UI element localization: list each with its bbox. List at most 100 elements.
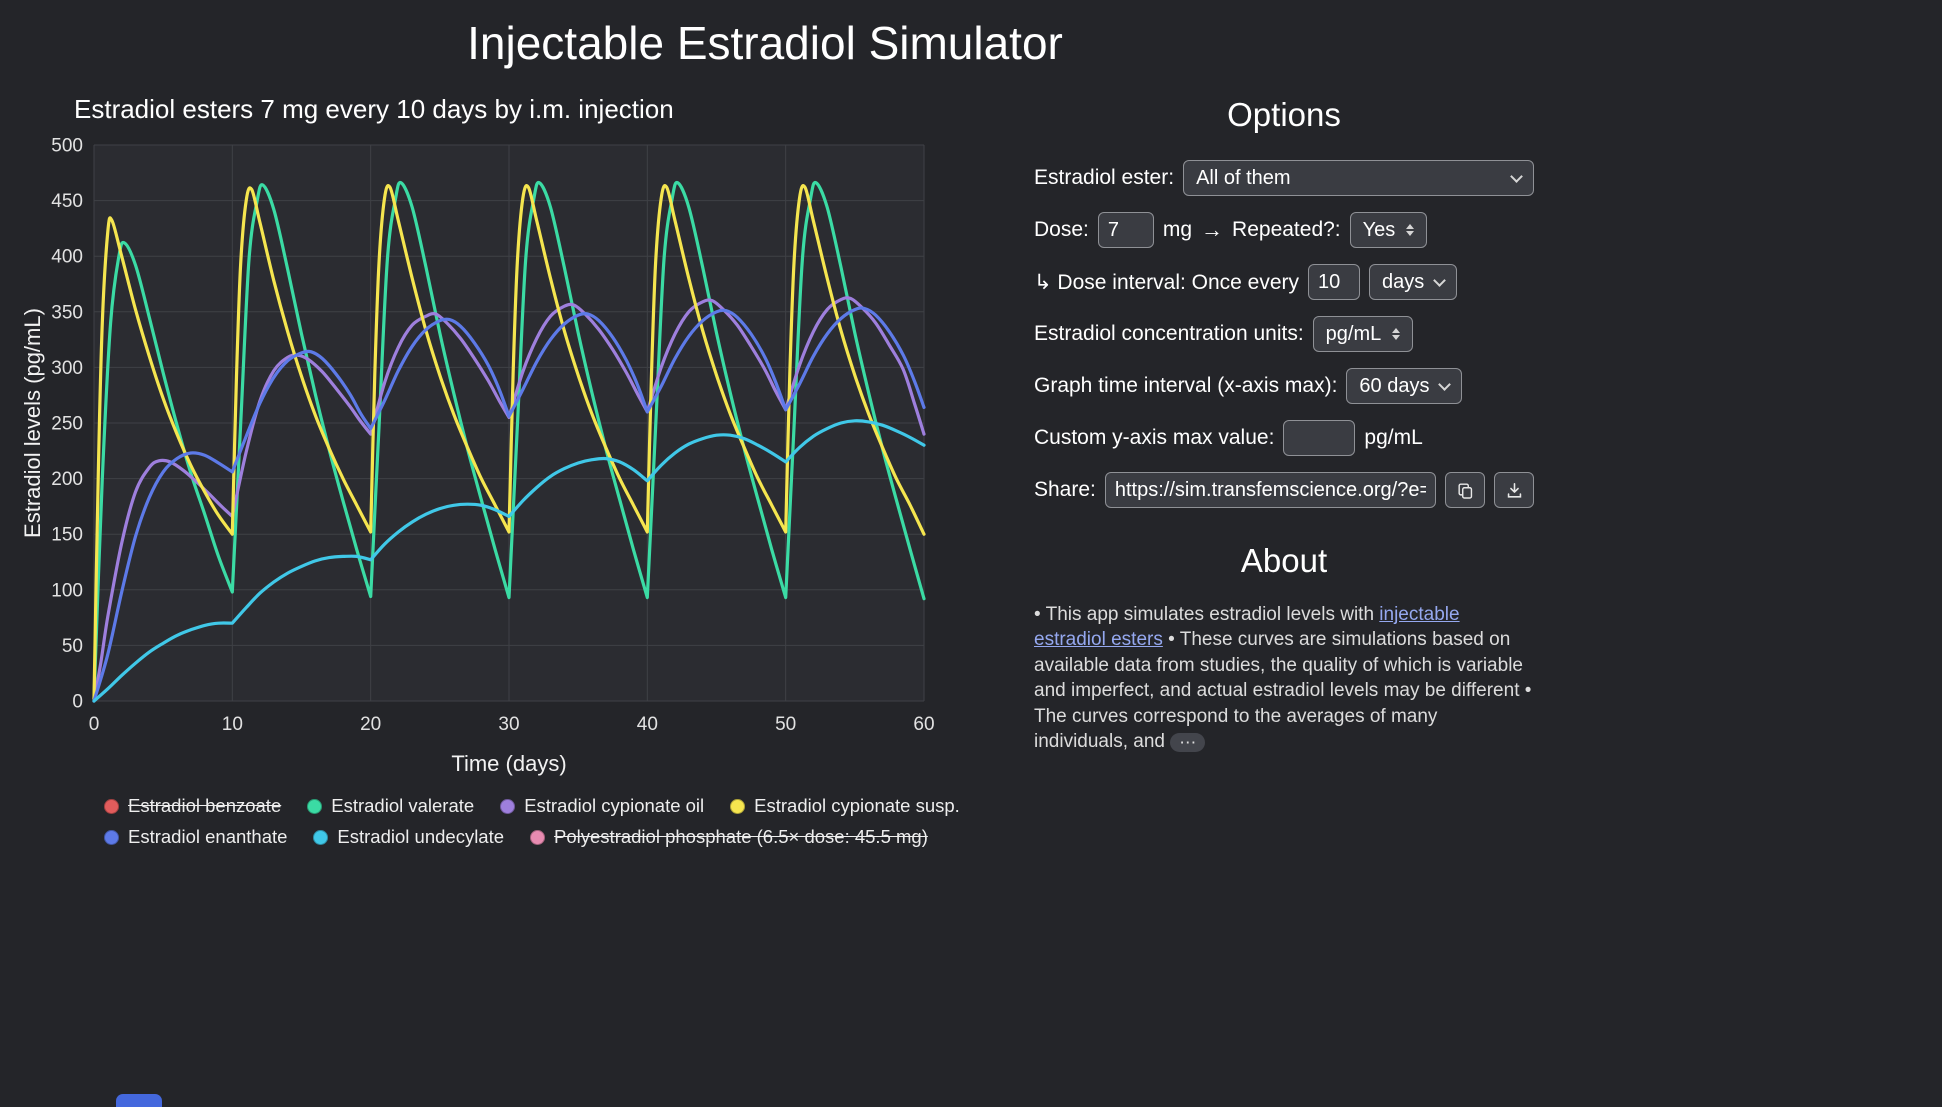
options-heading: Options xyxy=(1227,96,1341,133)
xmax-select[interactable]: 60 days xyxy=(1346,368,1463,404)
ymax-unit-label: pg/mL xyxy=(1364,426,1423,449)
x-tick-label: 0 xyxy=(89,714,100,735)
dose-interval-unit-value: days xyxy=(1382,270,1425,293)
xmax-label: Graph time interval (x-axis max): xyxy=(1034,374,1338,397)
legend-dot-icon xyxy=(530,829,546,845)
xmax-select-value: 60 days xyxy=(1359,374,1430,397)
up-down-arrows-icon xyxy=(1392,328,1401,340)
chart-section: Estradiol esters 7 mg every 10 days by i… xyxy=(16,94,966,848)
legend-label: Estradiol undecylate xyxy=(337,826,505,847)
legend-row: Estradiol benzoate Estradiol valerate Estr… xyxy=(104,795,966,817)
up-down-arrows-icon xyxy=(1406,224,1415,236)
dose-row: Dose: mg → Repeated?: Yes xyxy=(1034,212,1534,248)
legend-label: Estradiol cypionate susp. xyxy=(754,795,960,816)
partially-visible-bottom-button[interactable] xyxy=(116,1094,162,1107)
copy-icon xyxy=(1457,482,1472,499)
x-tick-label: 50 xyxy=(775,714,796,735)
x-tick-label: 40 xyxy=(637,714,658,735)
x-tick-label: 20 xyxy=(360,714,381,735)
share-url-input[interactable] xyxy=(1104,472,1436,508)
y-tick-label: 0 xyxy=(72,692,83,713)
expand-about-button[interactable]: ⋯ xyxy=(1170,732,1206,752)
legend-item[interactable]: Estradiol benzoate xyxy=(104,795,281,817)
legend-label: Estradiol enanthate xyxy=(128,826,288,847)
ester-row: Estradiol ester: All of them xyxy=(1034,160,1534,196)
dose-interval-input[interactable] xyxy=(1308,264,1361,300)
dose-interval-label: ↳ Dose interval: Once every xyxy=(1034,270,1300,294)
series-estradiol-valerate xyxy=(92,180,926,701)
y-tick-label: 300 xyxy=(51,358,83,379)
repeated-select[interactable]: Yes xyxy=(1349,212,1428,248)
download-button[interactable] xyxy=(1494,472,1534,508)
copy-link-button[interactable] xyxy=(1445,472,1485,508)
ymax-label: Custom y-axis max value: xyxy=(1034,426,1275,449)
right-arrow-icon: → xyxy=(1201,217,1224,242)
units-select[interactable]: pg/mL xyxy=(1312,316,1414,352)
y-tick-label: 350 xyxy=(51,302,83,323)
series-group xyxy=(92,180,926,703)
series-estradiol-enanthate xyxy=(92,306,926,703)
ester-select[interactable]: All of them xyxy=(1183,160,1534,196)
y-tick-label: 400 xyxy=(51,247,83,268)
ester-label: Estradiol ester: xyxy=(1034,166,1175,189)
chevron-down-icon xyxy=(1433,273,1447,287)
share-label: Share: xyxy=(1034,478,1096,501)
units-label: Estradiol concentration units: xyxy=(1034,322,1304,345)
legend-item[interactable]: Estradiol enanthate xyxy=(104,826,287,848)
legend-dot-icon xyxy=(730,798,746,814)
ymax-input[interactable] xyxy=(1283,420,1356,456)
legend-label: Estradiol cypionate oil xyxy=(524,795,705,816)
y-tick-label: 500 xyxy=(51,136,83,157)
series-estradiol-undecylate xyxy=(92,419,926,703)
share-row: Share: xyxy=(1034,472,1534,508)
about-text-part2: • These curves are simulations based on … xyxy=(1034,629,1532,753)
legend-item[interactable]: Estradiol cypionate susp. xyxy=(730,795,960,817)
y-tick-label: 50 xyxy=(62,636,83,657)
options-panel: Options Estradiol ester: All of them Dos… xyxy=(1034,94,1534,755)
x-axis-label: Time (days) xyxy=(451,751,566,776)
y-tick-label: 450 xyxy=(51,191,83,212)
download-icon xyxy=(1507,482,1521,498)
y-tick-label: 150 xyxy=(51,525,83,546)
units-select-value: pg/mL xyxy=(1325,322,1382,345)
y-tick-label: 200 xyxy=(51,469,83,490)
xmax-row: Graph time interval (x-axis max): 60 day… xyxy=(1034,368,1534,404)
units-row: Estradiol concentration units: pg/mL xyxy=(1034,316,1534,352)
y-tick-label: 100 xyxy=(51,580,83,601)
ymax-row: Custom y-axis max value: pg/mL xyxy=(1034,420,1534,456)
repeated-label: Repeated?: xyxy=(1232,218,1341,241)
chevron-down-icon xyxy=(1510,169,1523,183)
dose-interval-unit-select[interactable]: days xyxy=(1369,264,1458,300)
page-title: Injectable Estradiol Simulator xyxy=(467,17,1063,69)
chart-title: Estradiol esters 7 mg every 10 days by i… xyxy=(74,94,674,124)
chevron-down-icon xyxy=(1438,377,1452,391)
dose-label: Dose: xyxy=(1034,218,1089,241)
legend-item[interactable]: Polyestradiol phosphate (6.5× dose: 45.5… xyxy=(530,826,928,848)
legend-dot-icon xyxy=(307,798,323,814)
dose-interval-row: ↳ Dose interval: Once every days xyxy=(1034,264,1534,300)
legend-dot-icon xyxy=(104,829,119,845)
legend-item[interactable]: Estradiol valerate xyxy=(307,795,474,817)
legend-item[interactable]: Estradiol cypionate oil xyxy=(500,795,704,817)
legend-dot-icon xyxy=(313,829,329,845)
legend-label: Polyestradiol phosphate (6.5× dose: 45.5… xyxy=(554,826,928,847)
legend-label: Estradiol valerate xyxy=(331,795,475,816)
ester-select-value: All of them xyxy=(1196,166,1291,189)
legend-dot-icon xyxy=(104,798,119,814)
legend-dot-icon xyxy=(500,798,516,814)
injectable-esters-link[interactable]: injectable estradiol esters xyxy=(1034,604,1460,651)
about-text: • This app simulates estradiol levels wi… xyxy=(1034,602,1534,755)
x-tick-label: 10 xyxy=(222,714,243,735)
dose-unit-label: mg xyxy=(1162,218,1193,241)
x-tick-label: 60 xyxy=(913,714,934,735)
app-container: Injectable Estradiol Simulator Estradiol… xyxy=(0,16,1534,848)
legend-item[interactable]: Estradiol undecylate xyxy=(313,826,504,848)
dose-input[interactable] xyxy=(1097,212,1154,248)
y-axis-label: Estradiol levels (pg/mL) xyxy=(20,308,45,538)
legend-row: Estradiol enanthate Estradiol undecylate P… xyxy=(104,826,966,848)
series-estradiol-cypionate-susp xyxy=(92,184,926,701)
y-tick-label: 250 xyxy=(51,414,83,435)
chart-legend: Estradiol benzoate Estradiol valerate Estr… xyxy=(104,795,966,848)
repeated-select-value: Yes xyxy=(1362,218,1396,241)
about-text-part1: • This app simulates estradiol levels wi… xyxy=(1034,604,1380,625)
